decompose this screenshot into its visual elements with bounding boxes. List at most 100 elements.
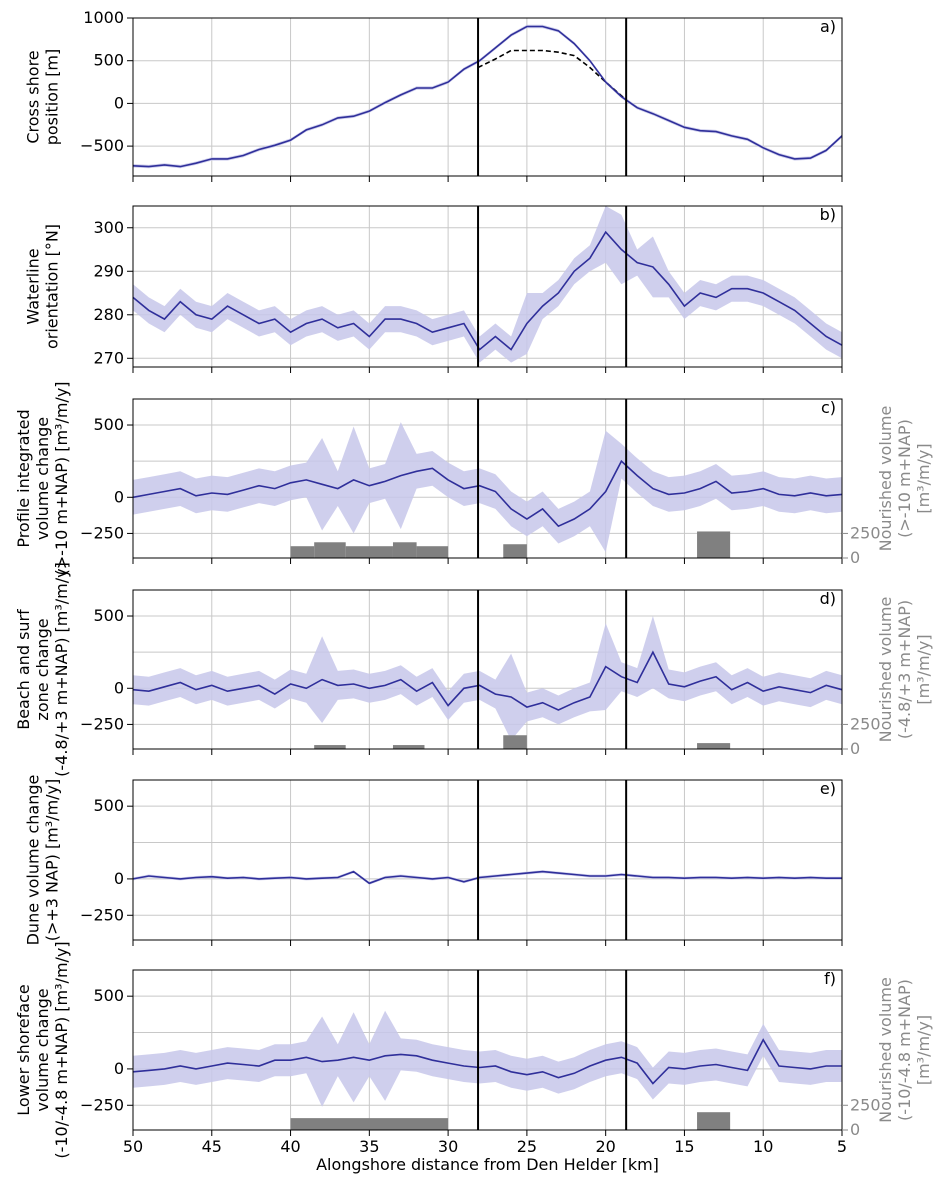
y-tick-label: 270 bbox=[93, 348, 124, 367]
nourishment-bar bbox=[345, 546, 393, 558]
uncertainty-band bbox=[133, 206, 842, 363]
nourishment-bar bbox=[392, 745, 425, 749]
y-tick-label: −250 bbox=[80, 523, 124, 542]
axes-frame bbox=[132, 969, 843, 1131]
y-tick-label: 0 bbox=[114, 1059, 124, 1078]
axes-frame bbox=[132, 589, 843, 750]
panel-b bbox=[127, 205, 843, 373]
y-axis-label: (>+3 NAP) [m³/m/y] bbox=[43, 779, 62, 942]
y-tick-label: −250 bbox=[80, 905, 124, 924]
y-tick-label: 280 bbox=[93, 305, 124, 324]
y-tick-label: 300 bbox=[93, 218, 124, 237]
x-axis-label: Alongshore distance from Den Helder [km] bbox=[316, 1155, 659, 1174]
secondary-y-axis-label: [m³/m/y] bbox=[914, 1015, 933, 1085]
x-tick-label: 25 bbox=[517, 1137, 537, 1156]
secondary-y-axis-label: Nourished volume bbox=[876, 977, 895, 1123]
axes-frame bbox=[132, 398, 843, 559]
y-axis-label: volume change bbox=[33, 988, 52, 1111]
y-axis-label: (-10/-4.8 m+NAP) [m³/m/y] bbox=[52, 941, 71, 1158]
data-series-line bbox=[132, 25, 843, 168]
panel-label: b) bbox=[820, 205, 836, 224]
secondary-y-axis-label: (-4.8/+3 m+NAP) bbox=[895, 600, 914, 739]
panel-label: e) bbox=[820, 779, 836, 798]
nourishment-bar bbox=[290, 1118, 449, 1130]
x-tick-label: 35 bbox=[359, 1137, 379, 1156]
nourishment-bar bbox=[697, 743, 731, 749]
data-series-line bbox=[132, 650, 843, 711]
uncertainty-band bbox=[133, 422, 842, 553]
y-tick-label: 290 bbox=[93, 261, 124, 280]
x-tick-label: 45 bbox=[202, 1137, 222, 1156]
y-tick-label: 500 bbox=[93, 606, 124, 625]
y-axis-label: volume change bbox=[33, 417, 52, 540]
panel-e bbox=[127, 779, 843, 946]
panel-label: c) bbox=[821, 398, 836, 417]
panel-a bbox=[127, 17, 843, 182]
x-tick-label: 30 bbox=[438, 1137, 458, 1156]
y-tick-label: −500 bbox=[80, 136, 124, 155]
secondary-y-tick-label: 0 bbox=[850, 548, 860, 567]
axes-frame bbox=[132, 779, 843, 941]
secondary-y-axis-label: (-10/-4.8 m+NAP) bbox=[895, 979, 914, 1121]
data-series-line bbox=[132, 1038, 842, 1085]
nourishment-bar bbox=[503, 735, 527, 749]
axes-frame bbox=[132, 205, 843, 368]
y-tick-label: 500 bbox=[93, 796, 124, 815]
uncertainty-band bbox=[133, 616, 842, 741]
x-tick-label: 5 bbox=[837, 1137, 847, 1156]
x-tick-label: 50 bbox=[123, 1137, 143, 1156]
nourishment-bar bbox=[416, 546, 449, 558]
y-axis-label: Waterline bbox=[24, 248, 43, 324]
y-axis-label: Cross shore bbox=[24, 50, 43, 143]
secondary-y-tick-label: 0 bbox=[850, 1120, 860, 1139]
panel-c bbox=[127, 398, 848, 564]
y-axis-label: position [m] bbox=[43, 49, 62, 146]
x-tick-label: 20 bbox=[595, 1137, 615, 1156]
axes-frame bbox=[132, 17, 843, 177]
x-tick-label: 40 bbox=[280, 1137, 300, 1156]
y-axis-label: Dune volume change bbox=[24, 775, 43, 946]
panel-f bbox=[127, 969, 848, 1136]
nourishment-bar bbox=[697, 531, 731, 558]
uncertainty-band bbox=[133, 1010, 842, 1107]
secondary-y-axis-label: [m³/m/y] bbox=[914, 443, 933, 513]
y-tick-label: 0 bbox=[114, 678, 124, 697]
y-axis-label: (>-10 m+NAP) [m³/m/y] bbox=[52, 381, 71, 575]
data-series-line bbox=[132, 230, 843, 351]
nourishment-bar bbox=[697, 1112, 731, 1130]
secondary-y-axis-label: Nourished volume bbox=[876, 597, 895, 743]
secondary-y-tick-label: 250 bbox=[850, 714, 881, 733]
panel-d bbox=[127, 589, 848, 755]
y-axis-label: Profile integrated bbox=[14, 409, 33, 547]
nourishment-bar bbox=[503, 544, 527, 558]
x-tick-label: 15 bbox=[674, 1137, 694, 1156]
uncertainty-band bbox=[133, 24, 842, 169]
y-tick-label: 500 bbox=[93, 986, 124, 1005]
panel-label: d) bbox=[820, 589, 836, 608]
y-axis-label: zone change bbox=[33, 618, 52, 720]
y-tick-label: 500 bbox=[93, 51, 124, 70]
secondary-y-axis-label: (>-10 m+NAP) bbox=[895, 419, 914, 538]
panel-label: a) bbox=[820, 17, 836, 36]
nourishment-bar bbox=[392, 542, 417, 558]
data-series-line bbox=[132, 870, 842, 885]
nourishment-bar bbox=[290, 546, 315, 558]
y-tick-label: 0 bbox=[114, 869, 124, 888]
x-tick-label: 10 bbox=[753, 1137, 773, 1156]
y-axis-label: Lower shoreface bbox=[14, 984, 33, 1115]
y-tick-label: 0 bbox=[114, 487, 124, 506]
reference-dashed-line bbox=[477, 49, 627, 101]
y-tick-label: −250 bbox=[80, 1095, 124, 1114]
secondary-y-tick-label: 0 bbox=[850, 739, 860, 758]
y-axis-label: orientation [°N] bbox=[43, 224, 62, 349]
y-tick-label: 500 bbox=[93, 415, 124, 434]
secondary-y-axis-label: [m³/m/y] bbox=[914, 634, 933, 704]
panel-label: f) bbox=[824, 969, 836, 988]
y-axis-label: (-4.8/+3 m+NAP) [m³/m/y] bbox=[52, 562, 71, 777]
y-axis-label: Beach and surf bbox=[14, 609, 33, 730]
secondary-y-tick-label: 250 bbox=[850, 1095, 881, 1114]
nourishment-bar bbox=[314, 542, 346, 558]
y-tick-label: −250 bbox=[80, 714, 124, 733]
secondary-y-axis-label: Nourished volume bbox=[876, 406, 895, 552]
